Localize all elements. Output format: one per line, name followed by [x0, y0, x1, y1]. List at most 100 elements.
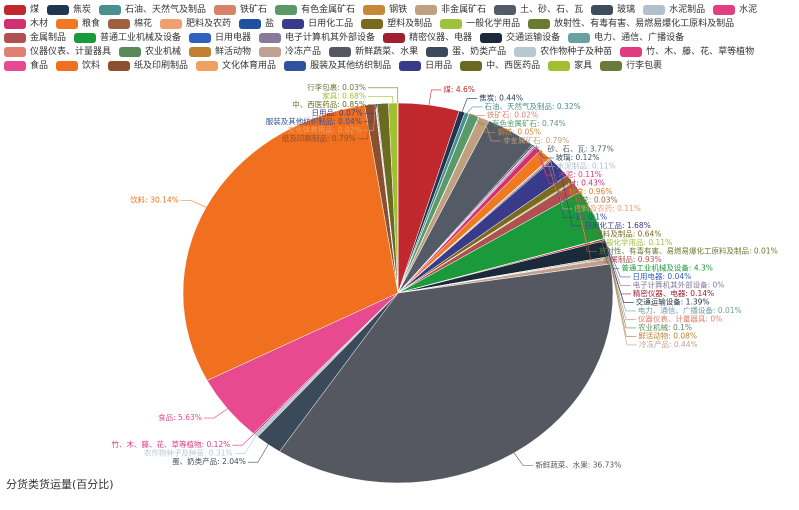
- legend-label: 一般化学用品: [466, 19, 521, 29]
- data-label: 一般化学用品: 0.11%: [598, 237, 672, 247]
- legend-item[interactable]: 服装及其他纺织制品: [284, 59, 391, 73]
- leader-line: [368, 103, 383, 106]
- legend-item[interactable]: 焦炭: [47, 3, 91, 17]
- data-label: 鲜活动物: 0.08%: [638, 330, 697, 340]
- legend-item[interactable]: 棉花: [108, 17, 152, 31]
- leader-line: [473, 115, 491, 125]
- data-label: 盐: 0.1%: [576, 211, 607, 221]
- legend-swatch: [284, 61, 307, 71]
- legend-item[interactable]: 纸及印刷制品: [108, 59, 188, 73]
- legend-item[interactable]: 铁矿石: [214, 3, 267, 17]
- legend-swatch: [282, 19, 305, 29]
- legend-swatch: [214, 5, 237, 15]
- data-label: 塑料及制品: 0.64%: [595, 228, 661, 238]
- legend-label: 焦炭: [73, 5, 92, 15]
- legend-item[interactable]: 中、西医药品: [460, 59, 540, 73]
- legend-item[interactable]: 煤: [4, 3, 39, 17]
- leader-line: [234, 435, 257, 455]
- legend-item[interactable]: 日用化工品: [282, 17, 353, 31]
- legend-label: 水泥: [739, 5, 758, 15]
- data-label: 煤: 4.6%: [443, 84, 474, 94]
- legend-item[interactable]: 电力、通信、广播设备: [568, 31, 684, 45]
- legend-label: 电子计算机其外部设备: [285, 33, 376, 43]
- legend-item[interactable]: 盐: [239, 17, 274, 31]
- data-label: 铁矿石: 0.02%: [487, 109, 538, 119]
- data-label: 电子计算机其外部设备: 0%: [633, 279, 725, 289]
- legend-item[interactable]: 交通运输设备: [480, 31, 560, 45]
- legend-item[interactable]: 土、砂、石、瓦: [494, 3, 583, 17]
- legend-item[interactable]: 一般化学用品: [440, 17, 520, 31]
- legend-item[interactable]: 日用电器: [189, 31, 251, 45]
- leader-line: [603, 238, 631, 278]
- legend-label: 饮料: [82, 61, 101, 71]
- legend-label: 普通工业机械及设备: [100, 33, 182, 43]
- legend-item[interactable]: 日用品: [399, 59, 452, 73]
- legend-swatch: [4, 5, 26, 15]
- legend-label: 日用化工品: [308, 19, 354, 29]
- data-label: 普通工业机械及设备: 4.3%: [621, 262, 712, 272]
- leader-line: [513, 452, 534, 467]
- legend-item[interactable]: 塑料及制品: [361, 17, 432, 31]
- legend-item[interactable]: 木材: [4, 17, 48, 31]
- legend-item[interactable]: 冷冻产品: [259, 45, 321, 59]
- legend-label: 钢铁: [389, 5, 408, 15]
- legend-item[interactable]: 文化体育用品: [196, 59, 276, 73]
- legend-item[interactable]: 肥料及农药: [160, 17, 231, 31]
- legend-item[interactable]: 精密仪器、电器: [383, 31, 472, 45]
- legend-label: 服装及其他纺织制品: [310, 61, 392, 71]
- legend-item[interactable]: 金属制品: [4, 31, 66, 45]
- legend-item[interactable]: 水泥制品: [643, 3, 705, 17]
- data-label: 中、西医药品: 0.85%: [292, 99, 366, 109]
- legend-label: 玻璃: [617, 5, 636, 15]
- legend-item[interactable]: 仪器仪表、计量器具: [4, 45, 111, 59]
- legend-item[interactable]: 水泥: [713, 3, 757, 17]
- leader-line: [478, 116, 496, 133]
- legend-item[interactable]: 放射性、有毒有害、易燃易爆化工原料及制品: [528, 17, 734, 31]
- legend-item[interactable]: 竹、木、藤、花、草等植物: [620, 45, 754, 59]
- legend-item[interactable]: 玻璃: [591, 3, 635, 17]
- legend-label: 冷冻产品: [285, 47, 322, 57]
- legend-swatch: [74, 33, 97, 43]
- leader-line: [357, 104, 371, 140]
- legend-item[interactable]: 石油、天然气及制品: [99, 3, 206, 17]
- legend-swatch: [713, 5, 736, 15]
- legend-item[interactable]: 蛋、奶类产品: [426, 45, 506, 59]
- legend-swatch: [4, 61, 26, 71]
- legend-item[interactable]: 非金属矿石: [415, 3, 486, 17]
- leader-line: [483, 118, 502, 142]
- legend-swatch: [591, 5, 614, 15]
- legend-swatch: [47, 5, 70, 15]
- legend-item[interactable]: 农业机械: [119, 45, 181, 59]
- legend-item[interactable]: 有色金属矿石: [275, 3, 355, 17]
- legend-item[interactable]: 电子计算机其外部设备: [259, 31, 375, 45]
- legend-swatch: [426, 47, 449, 57]
- legend-swatch: [361, 19, 384, 29]
- legend-label: 蛋、奶类产品: [452, 47, 507, 57]
- legend-item[interactable]: 钢铁: [363, 3, 407, 17]
- legend-item[interactable]: 行李包裹: [600, 59, 662, 73]
- leader-line: [608, 256, 636, 320]
- data-label: 日用化工品: 1.68%: [585, 220, 651, 230]
- legend-item[interactable]: 普通工业机械及设备: [74, 31, 181, 45]
- legend-label: 交通运输设备: [506, 33, 561, 43]
- legend-item[interactable]: 农作物种子及种苗: [514, 45, 612, 59]
- legend-item[interactable]: 饮料: [56, 59, 100, 73]
- data-label: 纸及印刷制品: 0.79%: [282, 133, 356, 143]
- legend: 煤 焦炭 石油、天然气及制品 铁矿石 有色金属矿石 钢铁 非金属矿石 土、砂、石、瓦 玻璃 水泥制…: [4, 3, 796, 73]
- legend-swatch: [548, 61, 571, 71]
- legend-swatch: [56, 61, 79, 71]
- legend-swatch: [4, 47, 26, 57]
- leader-line: [247, 444, 269, 463]
- legend-item[interactable]: 食品: [4, 59, 48, 73]
- legend-item[interactable]: 鲜活动物: [189, 45, 251, 59]
- legend-swatch: [568, 33, 591, 43]
- legend-item[interactable]: 粮食: [56, 17, 100, 31]
- legend-item[interactable]: 家具: [548, 59, 592, 73]
- data-label: 精密仪器、电器: 0.14%: [633, 288, 714, 298]
- data-label: 石油、天然气及制品: 0.32%: [485, 101, 581, 111]
- legend-label: 煤: [30, 5, 40, 15]
- legend-label: 铁矿石: [240, 5, 268, 15]
- legend-item[interactable]: 新鲜蔬菜、水果: [329, 45, 418, 59]
- leader-line: [368, 96, 394, 104]
